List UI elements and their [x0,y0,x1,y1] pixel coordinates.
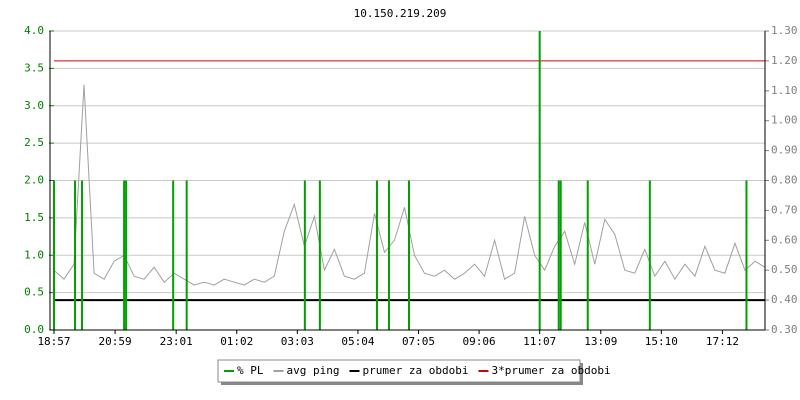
legend-label: % PL [237,364,264,377]
y2-tick-label: 1.20 [771,54,798,67]
y2-tick-label: 0.40 [771,293,798,306]
y2-tick-label: 0.30 [771,323,798,336]
legend-label: avg ping [287,364,340,377]
x-tick-label: 11:07 [523,335,556,348]
legend-box [217,359,581,383]
x-tick-label: 13:09 [584,335,617,348]
y2-tick-label: 0.80 [771,174,798,187]
x-tick-label: 15:10 [645,335,678,348]
x-tick-label: 01:02 [220,335,253,348]
y2-tick-label: 1.30 [771,24,798,37]
y-tick-label: 4.0 [24,24,44,37]
y2-tick-label: 1.10 [771,84,798,97]
legend-label: prumer za obdobi [362,364,468,377]
x-tick-label: 09:06 [463,335,496,348]
y2-tick-label: 0.50 [771,263,798,276]
y-tick-label: 3.0 [24,99,44,112]
x-tick-label: 17:12 [706,335,739,348]
y-tick-label: 1.5 [24,211,44,224]
x-tick-label: 03:03 [281,335,314,348]
x-tick-label: 07:05 [402,335,435,348]
y-tick-label: 2.0 [24,174,44,187]
y2-tick-label: 0.70 [771,203,798,216]
x-tick-label: 23:01 [160,335,193,348]
y-tick-label: 0.5 [24,286,44,299]
x-tick-label: 20:59 [99,335,132,348]
legend-label: 3*prumer za obdobi [491,364,610,377]
y2-tick-label: 1.00 [771,114,798,127]
y-tick-label: 0.0 [24,323,44,336]
y2-tick-label: 0.60 [771,233,798,246]
y-tick-label: 1.0 [24,248,44,261]
y2-tick-label: 0.90 [771,144,798,157]
x-tick-label: 18:57 [37,335,70,348]
y-tick-label: 3.5 [24,61,44,74]
x-tick-label: 05:04 [341,335,374,348]
chart-title: 10.150.219.209 [354,7,447,20]
y-tick-label: 2.5 [24,136,44,149]
